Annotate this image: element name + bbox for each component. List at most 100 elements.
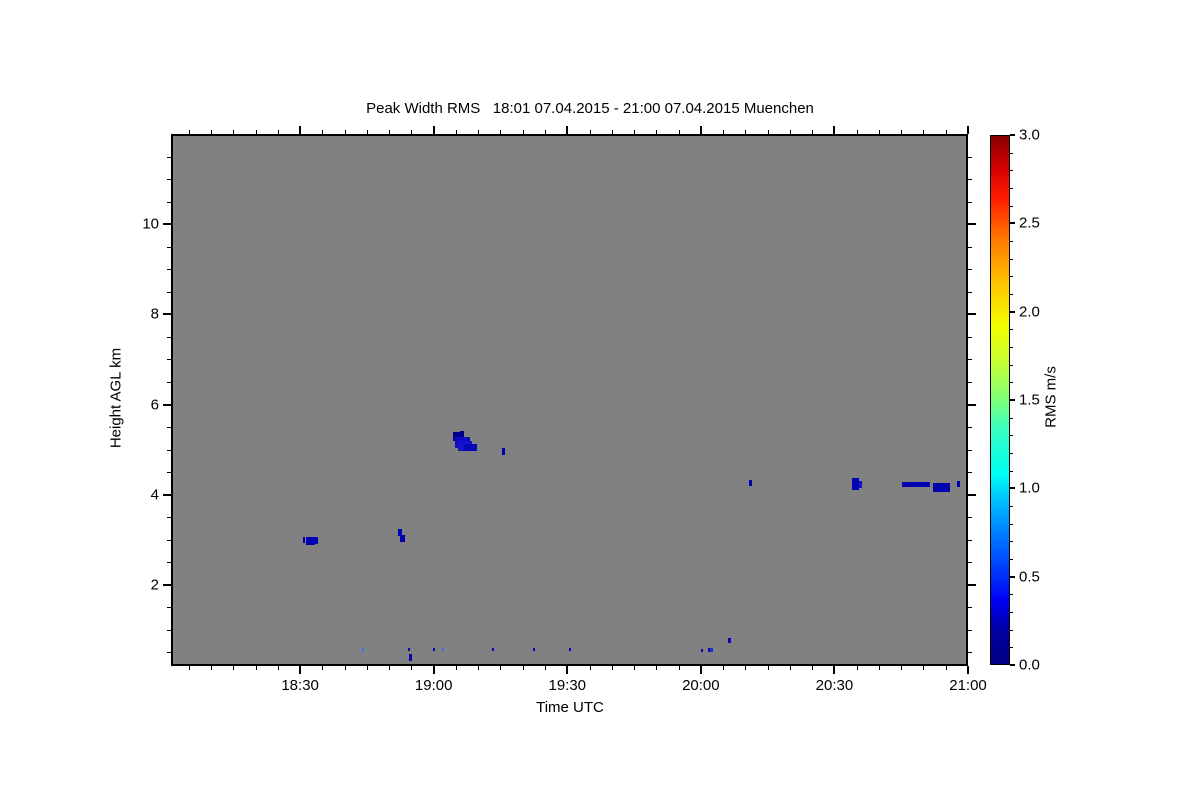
plot-area [171, 134, 968, 666]
colorbar-minor-tick [1010, 506, 1013, 507]
y-minor-tick [167, 539, 171, 541]
y-tick-label: 2 [150, 576, 159, 594]
colorbar-minor-tick [1010, 170, 1013, 172]
x-minor-tick [611, 130, 613, 134]
x-minor-tick [455, 130, 457, 134]
x-minor-tick [634, 666, 636, 670]
y-minor-tick [968, 517, 972, 519]
x-minor-tick [678, 130, 680, 134]
colorbar-major-tick [1010, 575, 1015, 578]
data-mark [902, 481, 931, 488]
x-minor-tick [277, 666, 279, 670]
y-minor-tick [968, 291, 972, 293]
colorbar-minor-tick [1010, 594, 1013, 596]
colorbar-minor-tick [1010, 188, 1013, 189]
y-minor-tick [167, 156, 171, 158]
x-minor-tick [522, 666, 524, 670]
y-minor-tick [968, 607, 972, 609]
data-mark [398, 528, 402, 537]
y-minor-tick [968, 539, 972, 541]
x-minor-tick [500, 130, 502, 134]
y-minor-tick [167, 517, 171, 519]
data-mark [400, 535, 406, 542]
data-mark [749, 479, 753, 486]
colorbar-minor-tick [1010, 152, 1013, 154]
y-minor-tick [968, 336, 972, 338]
y-minor-tick [167, 359, 171, 361]
colorbar-major-tick [1010, 310, 1015, 313]
colorbar-tick-label: 2.0 [1019, 303, 1040, 321]
y-minor-tick [968, 179, 972, 181]
x-minor-tick [767, 130, 769, 134]
x-minor-tick [812, 130, 814, 134]
x-minor-tick [344, 666, 346, 670]
x-minor-tick [789, 130, 791, 134]
x-minor-tick [723, 666, 725, 670]
data-mark [303, 537, 306, 544]
x-minor-tick [656, 666, 658, 670]
y-minor-tick [167, 427, 171, 429]
x-major-tick [566, 126, 569, 134]
y-minor-tick [968, 652, 972, 654]
y-minor-tick [968, 381, 972, 383]
data-mark [315, 536, 318, 544]
y-tick-label: 10 [142, 215, 159, 233]
x-minor-tick [923, 666, 925, 670]
y-minor-tick [968, 629, 972, 631]
y-minor-tick [167, 607, 171, 609]
y-minor-tick [167, 652, 171, 654]
x-minor-tick [745, 130, 747, 134]
x-major-tick [833, 666, 836, 674]
x-minor-tick [322, 130, 324, 134]
y-minor-tick [167, 562, 171, 564]
y-tick-label: 6 [150, 396, 159, 413]
x-minor-tick [522, 130, 524, 134]
colorbar [990, 135, 1010, 665]
y-major-tick [968, 403, 976, 406]
x-minor-tick [923, 130, 925, 134]
x-minor-tick [188, 130, 190, 134]
x-tick-label: 18:30 [281, 677, 319, 694]
data-mark [407, 647, 410, 652]
data-mark [432, 648, 435, 652]
data-mark [460, 430, 464, 437]
x-tick-label: 21:00 [949, 677, 987, 694]
data-mark [362, 647, 365, 652]
y-major-tick [968, 493, 976, 496]
x-minor-tick [878, 130, 880, 134]
colorbar-minor-tick [1010, 329, 1013, 331]
data-mark [442, 648, 445, 652]
colorbar-tick-label: 1.0 [1019, 479, 1040, 497]
y-minor-tick [968, 449, 972, 451]
colorbar-label: RMS m/s [1042, 366, 1060, 428]
x-minor-tick [211, 666, 213, 670]
y-minor-tick [167, 291, 171, 293]
y-minor-tick [167, 269, 171, 271]
data-mark [409, 653, 412, 662]
x-minor-tick [411, 130, 413, 134]
colorbar-major-tick [1010, 399, 1015, 401]
x-major-tick [699, 666, 702, 674]
x-tick-label: 20:00 [682, 677, 720, 694]
x-minor-tick [856, 130, 858, 134]
colorbar-minor-tick [1010, 294, 1013, 295]
y-tick-label: 4 [150, 486, 159, 504]
y-major-tick [163, 313, 171, 316]
y-minor-tick [167, 179, 171, 181]
x-minor-tick [767, 666, 769, 670]
x-major-tick [566, 666, 569, 674]
x-minor-tick [233, 666, 235, 670]
x-minor-tick [789, 666, 791, 670]
colorbar-minor-tick [1010, 629, 1013, 631]
x-minor-tick [678, 666, 680, 670]
colorbar-minor-tick [1010, 382, 1013, 384]
x-tick-label: 19:30 [548, 677, 587, 694]
x-minor-tick [745, 666, 747, 670]
y-tick-label: 8 [150, 305, 159, 323]
data-mark [957, 480, 960, 487]
x-tick-label: 20:30 [815, 677, 854, 694]
x-major-tick [299, 666, 302, 674]
chart-title: Peak Width RMS 18:01 07.04.2015 - 21:00 … [366, 100, 814, 117]
colorbar-minor-tick [1010, 258, 1013, 260]
